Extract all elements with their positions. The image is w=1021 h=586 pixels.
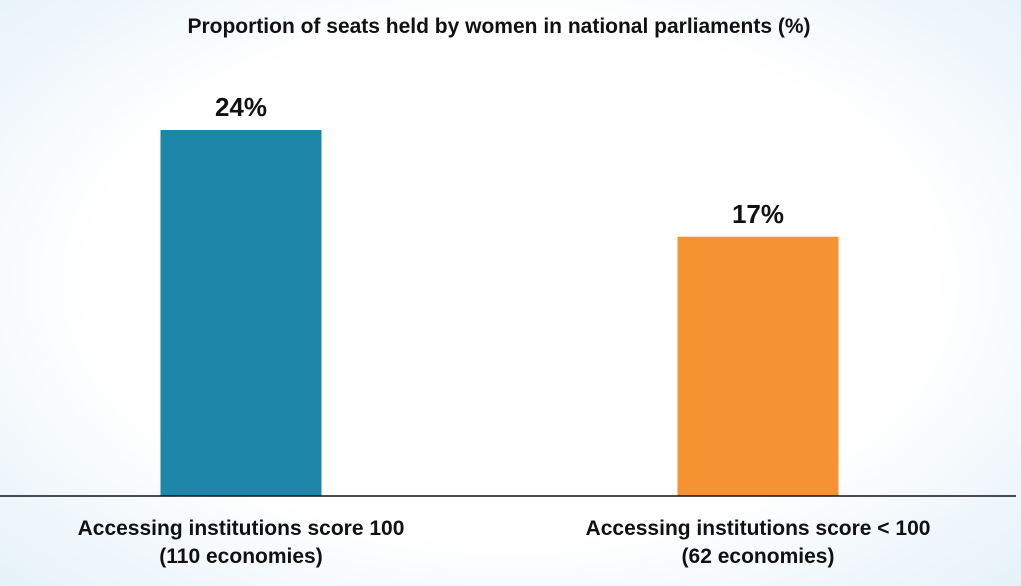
- category-label-2-line-1: Accessing institutions score < 100: [586, 517, 931, 540]
- bars-group: [160, 130, 839, 496]
- data-label-2: 17%: [732, 199, 784, 229]
- bar-2: [677, 236, 839, 496]
- bar-1: [160, 130, 322, 496]
- data-label-1: 24%: [215, 92, 267, 122]
- category-label-1-line-1: Accessing institutions score 100: [78, 517, 405, 540]
- category-label-2-line-2: (62 economies): [682, 545, 835, 568]
- chart-title: Proportion of seats held by women in nat…: [187, 15, 810, 38]
- category-label-1-line-2: (110 economies): [159, 545, 322, 568]
- labels-group: 24% Accessing institutions score 100 (110 …: [78, 92, 931, 568]
